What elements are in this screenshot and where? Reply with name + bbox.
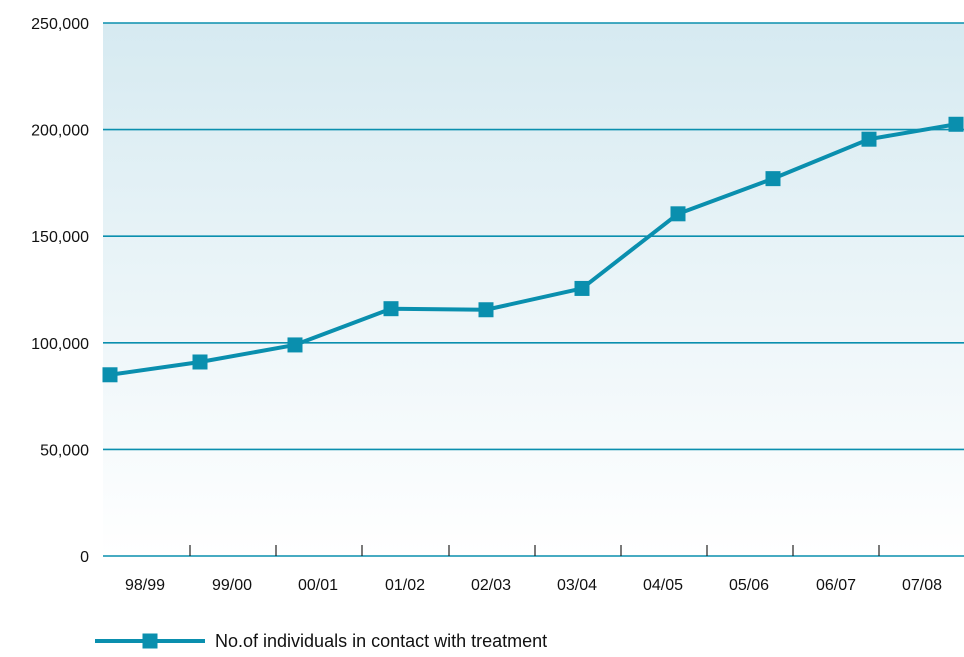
data-point-marker [192,354,208,370]
data-point-marker [287,337,303,353]
series-layer [102,116,964,383]
y-tick-label: 50,000 [40,442,89,459]
y-tick-label: 250,000 [31,16,89,33]
legend-label: No.of individuals in contact with treatm… [215,631,547,651]
data-point-marker [478,302,494,318]
x-tick-label: 01/02 [385,577,425,594]
x-tick-label: 02/03 [471,577,511,594]
data-point-marker [948,116,964,132]
y-tick-label: 100,000 [31,336,89,353]
data-point-marker [765,171,781,187]
x-tick-label: 03/04 [557,577,597,594]
data-point-marker [861,131,877,147]
data-point-marker [670,206,686,222]
data-point-marker [383,301,399,317]
y-axis-labels: 0 50,000 100,000 150,000 200,000 250,000 [31,16,89,566]
y-tick-label: 150,000 [31,229,89,246]
legend-marker-swatch [142,633,158,649]
x-tick-label: 98/99 [125,577,165,594]
y-tick-label: 200,000 [31,123,89,140]
data-point-marker [574,280,590,296]
x-tick-label: 05/06 [729,577,769,594]
series-line [109,122,957,377]
x-axis-ticks [189,545,880,556]
data-point-marker [102,367,118,383]
gridlines [103,22,964,557]
x-tick-label: 07/08 [902,577,942,594]
plot-background [103,23,964,556]
y-tick-label: 0 [80,549,89,566]
x-axis-labels: 98/99 99/00 00/01 01/02 02/03 03/04 04/05 05/06… [125,577,942,594]
x-tick-label: 00/01 [298,577,338,594]
x-tick-label: 04/05 [643,577,683,594]
x-tick-label: 06/07 [816,577,856,594]
x-tick-label: 99/00 [212,577,252,594]
legend: No.of individuals in contact with treatm… [95,631,547,651]
